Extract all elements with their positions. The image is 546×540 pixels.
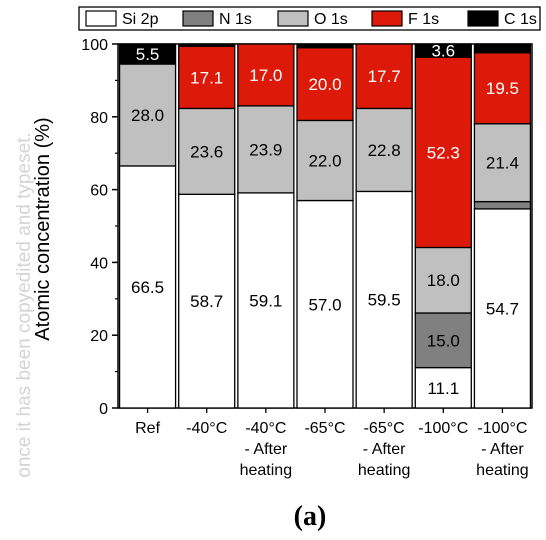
x-tick-label: -40°C [186, 420, 227, 437]
data-label: 23.9 [249, 140, 282, 159]
bar-segment-c-1s-3 [296, 43, 354, 49]
legend-swatch-4 [467, 10, 499, 27]
data-label: 17.1 [190, 68, 223, 87]
bar-segment-f-1s-5 [414, 56, 472, 249]
x-tick-label: -40°C [245, 420, 286, 437]
bar-segment-f-1s-3 [296, 46, 354, 122]
bar-segment-c-1s-1 [178, 43, 236, 47]
legend-label-0: Si 2p [122, 11, 159, 28]
x-tick-label: heating [358, 462, 411, 479]
data-label: 18.0 [427, 271, 460, 290]
x-tick-label: -100°C [418, 420, 468, 437]
bar-segment-o-1s-1 [178, 107, 236, 195]
bar-segment-si-2p-0 [118, 165, 177, 409]
legend-label-2: O 1s [314, 11, 348, 28]
x-tick-label: -65°C [364, 420, 405, 437]
bar-segment-c-1s-5 [414, 43, 472, 58]
x-tick-label: heating [240, 462, 293, 479]
y-tick-label-3: 60 [90, 183, 108, 200]
legend-swatch-1 [182, 10, 214, 27]
data-label: 57.0 [308, 295, 341, 314]
data-label: 66.5 [131, 278, 164, 297]
x-tick-label: - After [481, 441, 524, 458]
legend-label-3: F 1s [408, 11, 439, 28]
bar-segment-si-2p-4 [355, 190, 413, 409]
data-label: 58.7 [190, 292, 223, 311]
data-label: 20.0 [308, 75, 341, 94]
data-label: 3.6 [431, 42, 455, 61]
data-label: 54.7 [486, 299, 519, 318]
legend-swatch-0 [85, 10, 117, 27]
plot-area: 0 20 40 60 80 100 66.5 28.0 5.5 Ref 58.7 23.6 17.1 -4… [81, 37, 533, 479]
data-label: 22.8 [368, 141, 401, 160]
bar-segment-f-1s-1 [178, 45, 236, 110]
data-label: 19.5 [486, 79, 519, 98]
y-tick-label-1: 20 [90, 328, 108, 345]
bar-segment-c-1s-6 [473, 43, 532, 54]
y-axis-label: Atomic concentration (%) [32, 117, 54, 340]
x-tick-label: -65°C [304, 420, 345, 437]
data-label: 59.1 [249, 291, 282, 310]
x-tick-label: - After [363, 441, 406, 458]
bar-segment-si-2p-1 [178, 193, 236, 409]
x-tick-label: Ref [135, 420, 160, 437]
bar-segment-o-1s-4 [355, 107, 413, 193]
data-label: 11.1 [427, 379, 459, 398]
data-label: 59.5 [368, 291, 401, 310]
x-tick-label: - After [245, 441, 288, 458]
data-label: 52.3 [427, 143, 460, 162]
data-label: 15.0 [427, 331, 460, 350]
bar-segment-f-1s-4 [355, 43, 413, 110]
bar-segment-o-1s-5 [414, 246, 472, 314]
data-label: 21.4 [486, 154, 519, 173]
x-tick-label: -100°C [477, 420, 527, 437]
legend-label-1: N 1s [219, 11, 252, 28]
y-tick-label-5: 100 [81, 37, 108, 54]
data-label: 5.5 [136, 45, 160, 64]
bar-segment-c-1s-0 [118, 43, 177, 65]
legend-swatch-2 [277, 10, 309, 27]
y-tick-label-2: 40 [90, 255, 108, 272]
y-tick-label-4: 80 [90, 110, 108, 127]
legend-label-4: C 1s [504, 11, 537, 28]
bar-segment-f-1s-2 [237, 43, 295, 107]
bar-segment-si-2p-5 [414, 366, 472, 409]
bar-segment-f-1s-6 [473, 52, 532, 125]
bar-segment-o-1s-2 [237, 105, 295, 194]
data-label: 28.0 [131, 106, 164, 125]
data-label: 22.0 [308, 151, 341, 170]
y-tick-label-0: 0 [99, 401, 108, 418]
data-label: 17.7 [368, 67, 401, 86]
bar-segment-o-1s-0 [118, 63, 177, 167]
legend: Si 2p N 1s O 1s F 1s C 1s [78, 6, 541, 31]
bar-segment-n-1s-6 [473, 200, 532, 210]
x-tick-label: heating [476, 462, 529, 479]
panel-label: (a) [294, 501, 327, 532]
data-label: 17.0 [249, 66, 282, 85]
legend-swatch-3 [371, 10, 403, 27]
data-label: 23.6 [190, 142, 223, 161]
